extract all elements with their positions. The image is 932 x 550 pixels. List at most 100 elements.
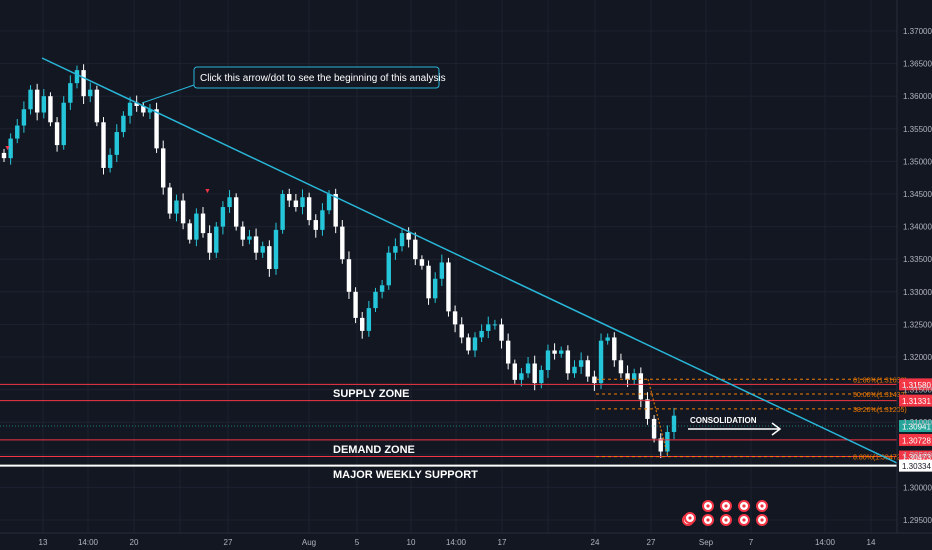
economic-event-dot (724, 504, 728, 508)
candle-body (466, 337, 471, 351)
candle-body (645, 399, 650, 419)
candle-body (134, 102, 139, 106)
price-tick-label: 1.29500 (903, 516, 932, 525)
candle-body (174, 200, 179, 214)
annotations: SUPPLY ZONE DEMAND ZONE MAJOR WEEKLY SUP… (4, 57, 898, 481)
price-axis[interactable]: 1.31580 1.31331 1.30941 1.30728 1.304731.303… (896, 0, 932, 533)
event-icons[interactable] (682, 500, 768, 526)
candle-body (41, 96, 47, 113)
price-tag-label: 1.31580 (902, 381, 931, 390)
candle-body (638, 373, 644, 400)
candle-body (605, 337, 610, 341)
price-tag (899, 394, 932, 407)
fib-retracement[interactable]: 61.80%(1.31658) 50.00%(1.31432) 38.20%(1.3… (596, 377, 907, 462)
price-tick-label: 1.36500 (903, 60, 932, 69)
fib-trend-line[interactable] (647, 379, 669, 457)
economic-event-dot (724, 518, 728, 522)
price-tag-label: 1.30334 (902, 462, 931, 471)
consolidation-label: CONSOLIDATION (690, 416, 757, 425)
trendline[interactable] (41, 57, 898, 464)
candle-body (94, 89, 100, 123)
time-tick-label: 14:00 (815, 538, 836, 547)
candle-body (220, 207, 226, 227)
candle-body (373, 291, 378, 309)
callout-pointer (141, 84, 195, 104)
candle-body (313, 220, 318, 230)
candle-body (260, 246, 265, 253)
candle-body (273, 229, 279, 269)
candle-body (114, 132, 119, 155)
economic-event-dot (688, 516, 692, 520)
price-tick-label: 1.32500 (903, 320, 932, 329)
candle-body (180, 200, 186, 224)
candle-body (406, 233, 411, 240)
candle-body (631, 373, 637, 380)
candle-body (207, 233, 212, 253)
time-tick-label: 7 (749, 538, 754, 547)
candle-body (54, 122, 60, 146)
candle-body (439, 262, 445, 279)
candle-body (121, 115, 126, 133)
candle-body (545, 350, 551, 371)
candle-body (340, 226, 345, 260)
grid (0, 0, 897, 533)
time-tick-label: 17 (498, 538, 507, 547)
candle-body (200, 213, 206, 234)
callout-box[interactable] (193, 66, 440, 89)
candle-body (612, 337, 617, 361)
price-tick-label: 1.35500 (903, 125, 932, 134)
candle-body (399, 233, 405, 247)
consolidation-arrow (688, 422, 782, 436)
price-tag (899, 420, 932, 433)
candle-body (107, 154, 113, 168)
candle-body (300, 197, 305, 208)
candle-body (154, 109, 159, 149)
signal-marker-mid: ▼ (204, 188, 211, 195)
candle-body (539, 370, 544, 384)
candle-body (167, 187, 173, 214)
candle-body (353, 291, 358, 318)
candle-body (559, 350, 564, 354)
candle-body (293, 200, 299, 208)
price-tick-label: 1.34000 (903, 223, 932, 232)
candle-body (68, 83, 73, 103)
price-tag (899, 450, 932, 463)
supply-zone-label: SUPPLY ZONE (333, 388, 409, 400)
price-tick-label: 1.36000 (903, 92, 932, 101)
candle-body (572, 366, 577, 374)
candle-body (618, 360, 624, 374)
candle-body (565, 350, 571, 374)
price-tick-label: 1.32000 (903, 353, 932, 362)
candle-body (147, 109, 153, 113)
time-tick-label: Aug (302, 538, 316, 547)
time-tick-label: 14:00 (78, 538, 99, 547)
candle-body (320, 210, 325, 230)
candle-body (578, 360, 584, 367)
price-tick-label: 1.30000 (903, 483, 932, 492)
candle-body (585, 360, 590, 377)
time-tick-label: Sep (699, 538, 714, 547)
candle-body (459, 324, 464, 338)
time-tick-label: 20 (130, 538, 139, 547)
time-tick-label: 27 (647, 538, 656, 547)
candle-body (532, 363, 537, 384)
candle-body (665, 431, 670, 452)
candle-body (306, 197, 312, 221)
candle-body (333, 194, 338, 227)
time-axis[interactable]: 13 14:00 20 27 Aug 5 10 14:00 17 24 27 Sep 7 14:00 14 (0, 532, 932, 547)
price-tag (899, 459, 932, 472)
candle-body (419, 259, 425, 266)
candle-body (253, 236, 259, 253)
candle-body (88, 89, 93, 97)
time-tick-label: 14 (867, 538, 876, 547)
candle-body (413, 239, 418, 260)
candle-body (194, 213, 199, 240)
price-tick-label: 1.34500 (903, 190, 932, 199)
time-tick-label: 13 (39, 538, 48, 547)
time-tick-label: 27 (224, 538, 233, 547)
candle-body (505, 340, 511, 364)
candle-body (74, 70, 80, 84)
price-tick-label: 1.33000 (903, 288, 932, 297)
price-tick-label: 1.33500 (903, 255, 932, 264)
